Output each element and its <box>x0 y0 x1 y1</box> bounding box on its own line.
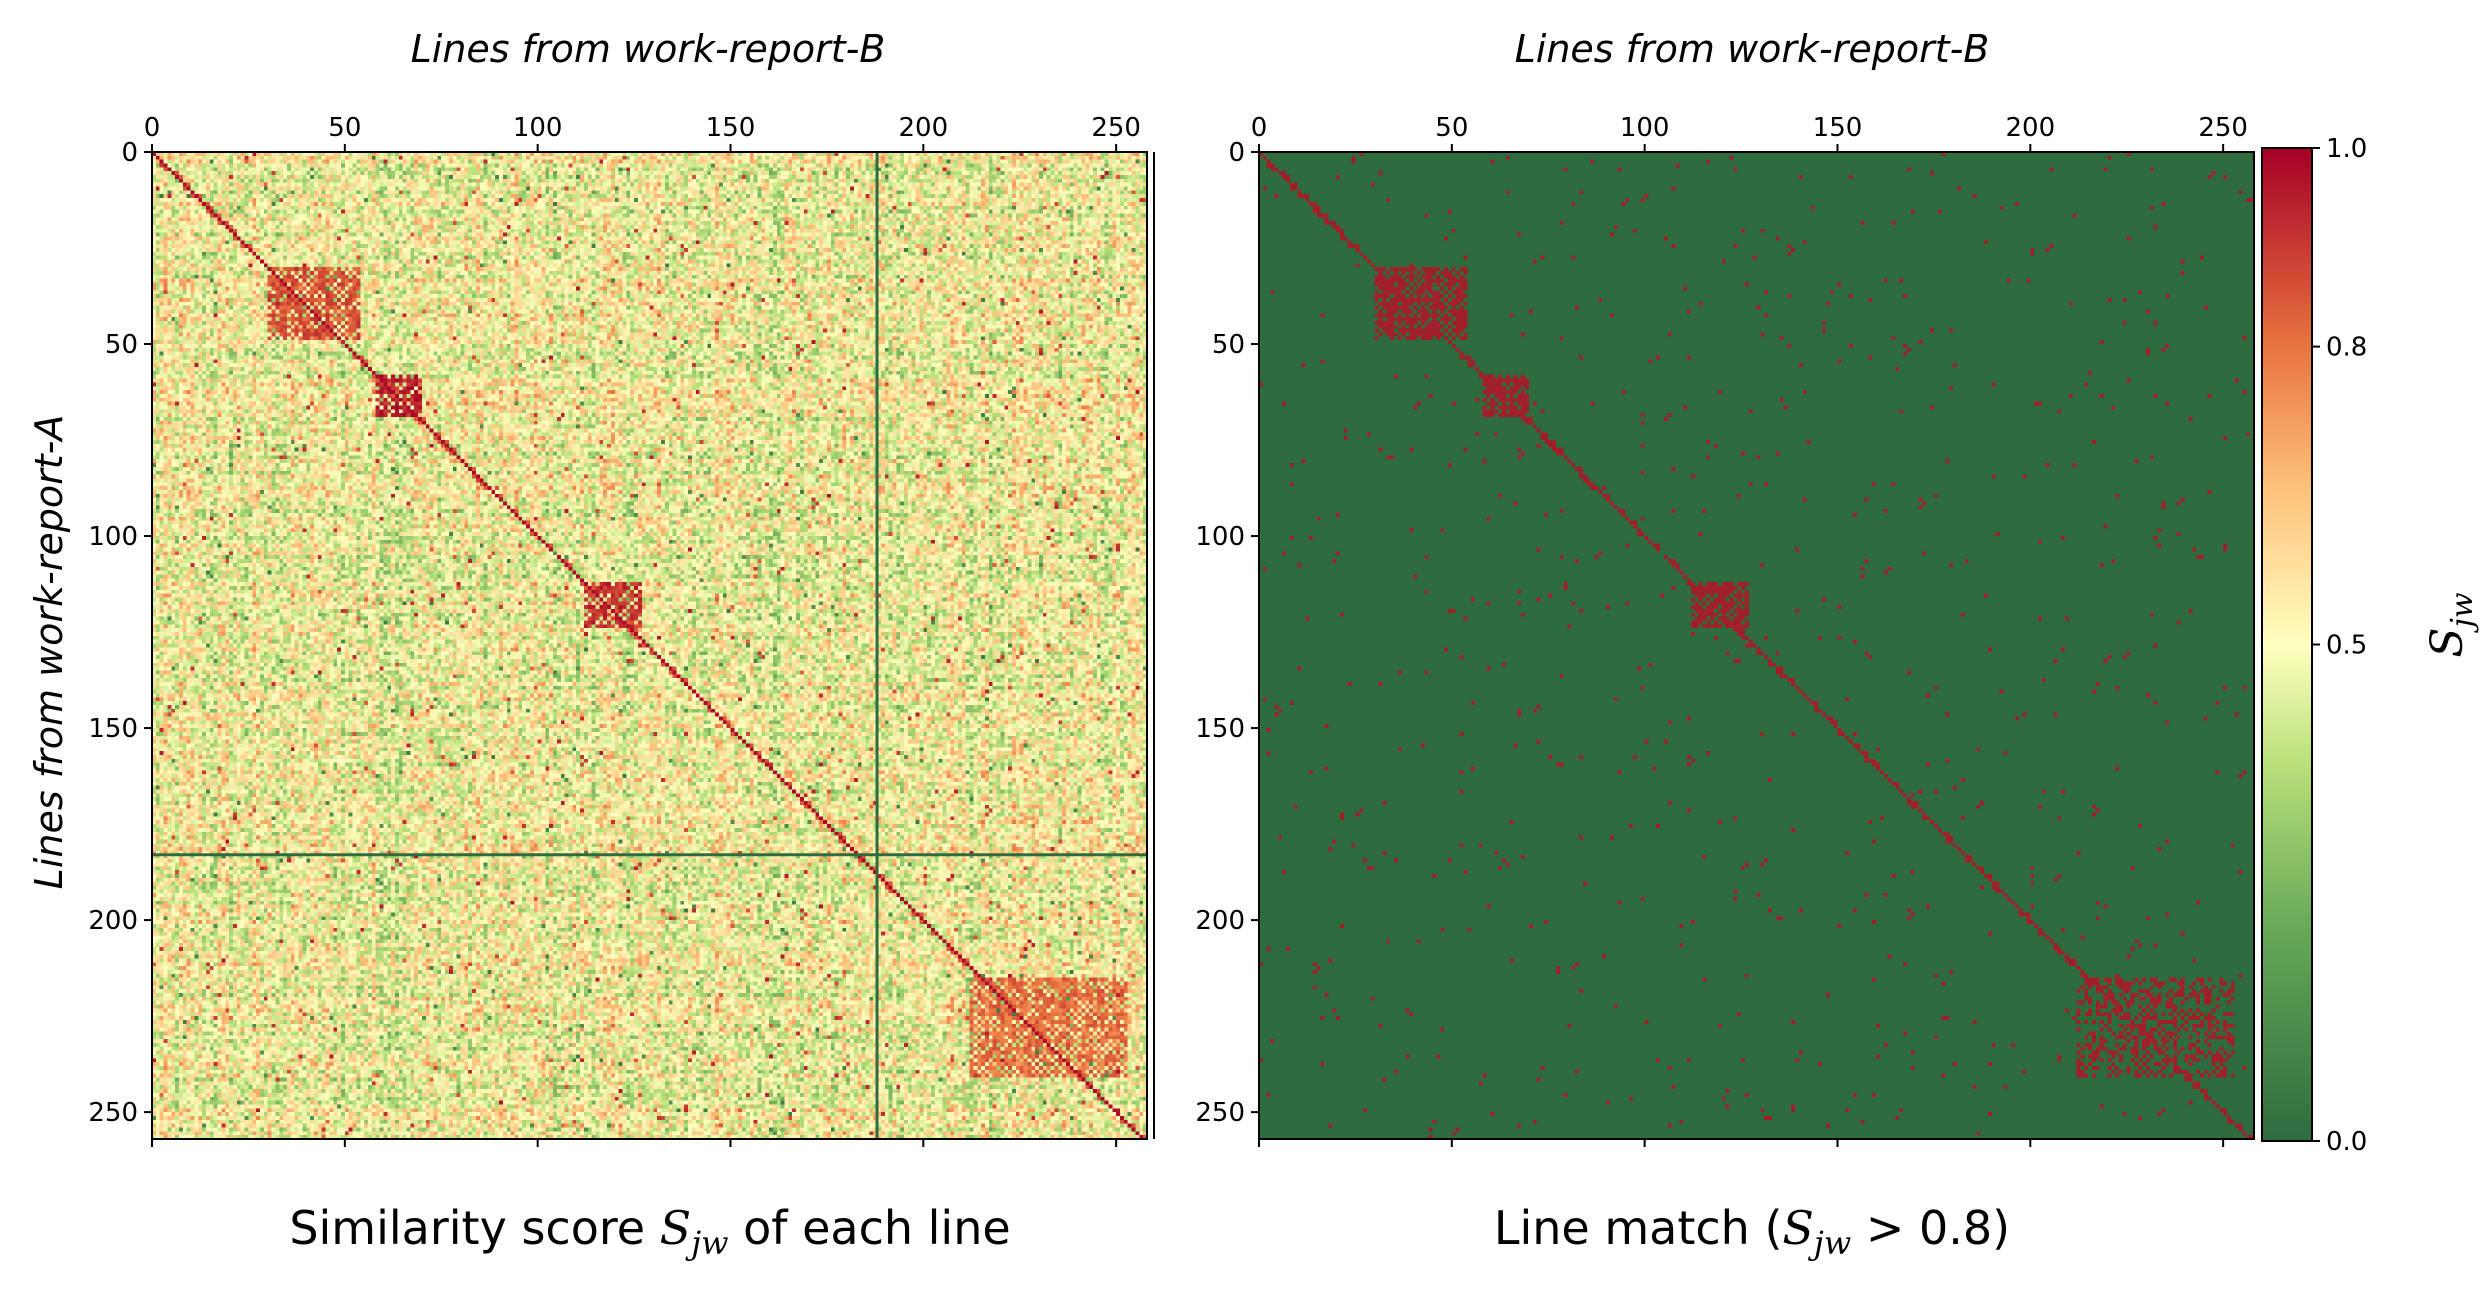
y-tick-label: 100 <box>88 522 138 552</box>
right-top-axis-title: Lines from work-report-B <box>1515 27 1990 71</box>
y-tick-label: 50 <box>1212 330 1245 360</box>
x-tick-label: 50 <box>1435 113 1468 143</box>
similarity-heatmap <box>152 152 1147 1139</box>
x-tick-label: 200 <box>2005 113 2055 143</box>
colorbar-tick-label: 1.0 <box>2326 134 2367 164</box>
y-tick-label: 200 <box>88 906 138 936</box>
match-panel: Lines from work-report-B 0 50 100 150 200 250… <box>1195 27 2255 1262</box>
x-tick-label: 250 <box>1091 113 1141 143</box>
similarity-panel: Lines from work-report-B 0 50 100 150 200 250… <box>27 27 1155 1262</box>
x-tick-label: 0 <box>1251 113 1268 143</box>
left-caption-subscript: jw <box>685 1224 728 1262</box>
right-caption: Line match (Sjw > 0.8) <box>1494 1201 2010 1262</box>
right-caption-post: > 0.8) <box>1851 1201 2010 1255</box>
colorbar-tick-label: 0.5 <box>2326 631 2367 661</box>
right-caption-subscript: jw <box>1808 1224 1851 1262</box>
x-tick-label: 100 <box>1620 113 1670 143</box>
y-tick-label: 0 <box>1228 138 1245 168</box>
right-plot-frame <box>1258 151 2255 1140</box>
colorbar-tick-label: 0.8 <box>2326 333 2367 363</box>
y-tick-label: 150 <box>1195 714 1245 744</box>
left-plot-frame <box>151 151 1148 1140</box>
x-tick-label: 200 <box>898 113 948 143</box>
y-tick-label: 0 <box>121 138 138 168</box>
right-y-ticks: 0 50 100 150 200 250 <box>1195 138 1259 1128</box>
y-tick-label: 200 <box>1195 906 1245 936</box>
colorbar-label-symbol: S <box>2422 627 2473 657</box>
colorbar-label-subscript: jw <box>2445 592 2480 633</box>
x-tick-label: 100 <box>513 113 563 143</box>
left-y-axis-title: Lines from work-report-A <box>27 415 71 890</box>
right-x-ticks: 0 50 100 150 200 250 <box>1251 113 2248 1147</box>
x-tick-label: 250 <box>2198 113 2248 143</box>
left-caption-pre: Similarity score <box>289 1201 659 1255</box>
right-caption-pre: Line match ( <box>1494 1201 1783 1255</box>
x-tick-label: 150 <box>1813 113 1863 143</box>
colorbar-label: Sjw <box>2422 592 2480 657</box>
left-y-ticks: 0 50 100 150 200 250 <box>88 138 152 1128</box>
left-caption: Similarity score Sjw of each line <box>289 1201 1010 1262</box>
y-tick-label: 250 <box>88 1098 138 1128</box>
y-tick-label: 250 <box>1195 1098 1245 1128</box>
y-tick-label: 150 <box>88 714 138 744</box>
colorbar-tick-label: 0.0 <box>2326 1127 2367 1157</box>
x-tick-label: 0 <box>144 113 161 143</box>
colorbar-gradient <box>2261 147 2313 1142</box>
x-tick-label: 150 <box>706 113 756 143</box>
left-top-axis-title: Lines from work-report-B <box>411 27 886 71</box>
left-x-ticks: 0 50 100 150 200 250 <box>144 113 1141 1147</box>
left-caption-post: of each line <box>729 1201 1011 1255</box>
x-tick-label: 50 <box>328 113 361 143</box>
y-tick-label: 50 <box>105 330 138 360</box>
colorbar-ticks: 0.0 0.5 0.8 1.0 <box>2312 134 2367 1157</box>
left-caption-symbol: S <box>660 1201 692 1255</box>
y-tick-label: 100 <box>1195 522 1245 552</box>
colorbar: 0.0 0.5 0.8 1.0 Sjw <box>2261 134 2480 1157</box>
right-caption-symbol: S <box>1782 1201 1814 1255</box>
match-heatmap <box>1259 152 2254 1139</box>
